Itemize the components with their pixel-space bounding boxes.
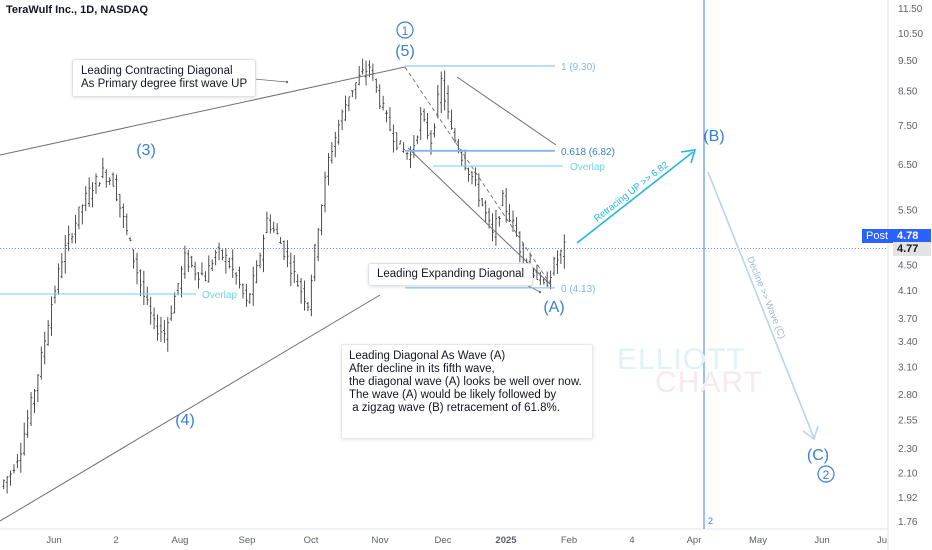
symbol-title: TeraWulf Inc., 1D, NASDAQ — [6, 4, 149, 16]
date-marker-label: 2 — [708, 516, 713, 526]
x-tick-label: Dec — [435, 535, 452, 546]
x-tick-label: Aug — [172, 535, 189, 546]
note-line: Leading Expanding Diagonal — [377, 268, 525, 280]
x-tick-label: Ju — [877, 535, 887, 546]
info-line: a zigzag wave (B) retracement of 61.8%. — [349, 402, 560, 414]
note-pointer-dot — [285, 80, 289, 84]
y-tick-label: 5.50 — [898, 206, 918, 217]
wave-label-B: (B) — [703, 128, 724, 145]
x-tick-label: 2 — [113, 535, 118, 546]
overlap-label: Overlap — [570, 162, 605, 173]
primary-label-1: 1 — [402, 24, 409, 38]
y-tick-label: 9.50 — [898, 56, 918, 67]
y-tick-label: 2.30 — [898, 444, 918, 455]
wave-label-C: (C) — [807, 447, 829, 464]
watermark: CHART — [655, 366, 763, 400]
fib-level-label: 1 (9.30) — [561, 62, 595, 73]
watermark: ELLIOTT — [617, 343, 746, 377]
y-tick-label: 2.10 — [898, 469, 918, 480]
info-line: Leading Diagonal As Wave (A) — [349, 350, 506, 362]
leading-contracting-note: Leading Contracting Diagonal As Primary … — [72, 59, 257, 97]
decline-label: Decline >> Wave (C) — [744, 255, 787, 341]
y-tick-label: 1.92 — [898, 493, 918, 504]
info-note: Leading Diagonal As Wave (A) After decli… — [341, 344, 593, 439]
watermark-line-2: CHART — [655, 366, 763, 399]
note-pointer — [253, 78, 288, 83]
y-tick-label: 11.50 — [898, 4, 923, 15]
retracing-arrow-head — [680, 149, 697, 164]
x-tick-label: Oct — [304, 535, 319, 546]
lower-trendline — [0, 294, 381, 522]
upper-trendline — [0, 66, 406, 156]
fib-level-label: 0 (4.13) — [561, 284, 595, 295]
info-line: the diagonal wave (A) looks be well over… — [349, 376, 582, 388]
expanding-lower-line — [407, 147, 552, 286]
y-tick-label: 7.50 — [898, 121, 918, 132]
x-tick-label: 2025 — [495, 535, 517, 546]
y-tick-label: 3.40 — [898, 337, 918, 348]
y-tick-label: 3.70 — [898, 314, 918, 325]
wave-label-3: (3) — [136, 142, 156, 159]
leading-expanding-note: Leading Expanding Diagonal — [368, 263, 534, 286]
wave-label-4: (4) — [175, 412, 195, 429]
x-tick-label: Apr — [687, 535, 702, 546]
x-tick-label: Feb — [561, 535, 577, 546]
y-tick-label: 1.76 — [898, 517, 918, 528]
watermark-line-1: ELLIOTT — [617, 343, 746, 376]
expanding-upper-line — [456, 76, 557, 146]
fib-level-label: 0.618 (6.82) — [561, 147, 615, 158]
info-line: After decline in its fifth wave, — [349, 363, 495, 375]
decline-arrow-head — [802, 425, 819, 441]
post-price-tag: 4.78 — [893, 229, 931, 243]
primary-label-2: 2 — [823, 468, 830, 482]
wave-label-A: (A) — [543, 299, 564, 316]
y-tick-label: 6.50 — [898, 160, 918, 171]
primary-1-circle — [396, 21, 414, 39]
y-tick-label: 4.10 — [898, 286, 918, 297]
y-tick-label: 4.50 — [898, 260, 918, 271]
y-tick-label: 8.50 — [898, 87, 918, 98]
post-label-tag: Post — [862, 229, 896, 243]
info-line: The wave (A) would be likely followed by — [349, 389, 557, 401]
expanding-pointer-dot — [538, 290, 542, 294]
y-tick-label: 2.55 — [898, 416, 918, 427]
retracing-arrow — [576, 151, 694, 244]
x-tick-label: Nov — [372, 535, 389, 546]
x-tick-label: Sep — [239, 535, 256, 546]
x-tick-label: 4 — [629, 535, 634, 546]
decline-arrow — [707, 171, 815, 439]
primary-2-circle — [817, 465, 835, 483]
last-price-tag: 4.77 — [893, 242, 931, 256]
y-tick-label: 10.50 — [898, 29, 923, 40]
x-tick-label: May — [749, 535, 767, 546]
note-line: Leading Contracting Diagonal — [81, 65, 233, 77]
wave-label-5: (5) — [395, 43, 415, 60]
y-tick-label: 2.80 — [898, 390, 918, 401]
note-line: As Primary degree first wave UP — [81, 78, 248, 90]
y-tick-label: 3.10 — [898, 362, 918, 373]
x-tick-label: Jun — [46, 535, 61, 546]
diagonal-dashed-line — [404, 66, 552, 286]
overlap-label: Overlap — [202, 290, 237, 301]
x-tick-label: Jun — [814, 535, 829, 546]
